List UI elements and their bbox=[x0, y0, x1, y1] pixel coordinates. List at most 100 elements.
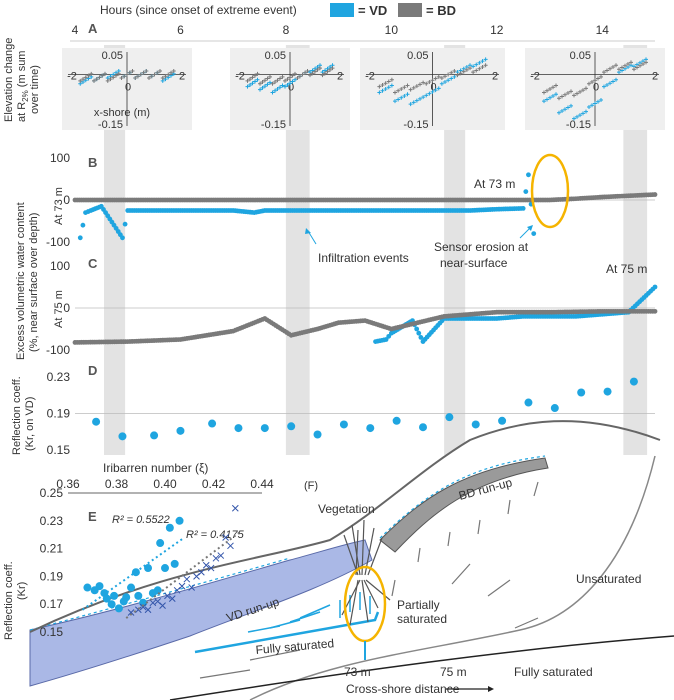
vd-inset-point bbox=[393, 99, 397, 104]
bd-point bbox=[652, 192, 658, 197]
panel-b-infiltration-label: Infiltration events bbox=[318, 251, 409, 265]
panel-d-letter: D bbox=[88, 363, 97, 378]
kr-point bbox=[392, 416, 401, 425]
bd-inset-point bbox=[310, 71, 315, 76]
vd-inset-point bbox=[551, 93, 555, 98]
bd-inset-point bbox=[255, 71, 260, 76]
y-tick-label: -100 bbox=[46, 343, 70, 357]
bd-point bbox=[168, 595, 176, 602]
bd-inset-point bbox=[575, 91, 579, 96]
vd-inset-point bbox=[614, 77, 618, 82]
vd-point bbox=[83, 583, 92, 592]
vd-inset-point bbox=[283, 84, 287, 89]
vd-point bbox=[383, 337, 389, 342]
bd-inset-point bbox=[557, 96, 561, 101]
hours-axis-title: Hours (since onset of extreme event) bbox=[100, 3, 297, 17]
bd-inset-point bbox=[258, 81, 262, 86]
event-band bbox=[285, 45, 310, 455]
bd-inset-point bbox=[632, 67, 636, 72]
panel-e-ytick: 0.17 bbox=[40, 597, 64, 611]
bd-inset-point bbox=[446, 72, 451, 77]
panel-a-insets: 0.05 -0.15 -2 0 2 0.05 -0.15 -2 0 2 0.05 -0.15 -2 0 2 0… bbox=[62, 48, 665, 131]
panel-e-ytick: 0.23 bbox=[40, 514, 64, 528]
bd-inset-point bbox=[155, 70, 160, 75]
kr-point bbox=[419, 423, 427, 432]
vd-inset-point bbox=[480, 59, 485, 64]
hour-tick-label: 6 bbox=[177, 23, 184, 37]
vd-inset-point bbox=[265, 82, 270, 87]
cross-shore-distance-label: Cross-shore distance bbox=[346, 682, 460, 696]
panel-b-plot: 100 0 -100 bbox=[46, 151, 658, 249]
bd-inset-point bbox=[248, 77, 252, 82]
inset-xtick-zero: 0 bbox=[430, 82, 436, 94]
vd-inset-point bbox=[599, 98, 603, 103]
event-bands bbox=[104, 45, 648, 455]
panel-e-ytick: 0.21 bbox=[40, 542, 64, 556]
inset-ytick-top: 0.05 bbox=[570, 50, 591, 62]
bd-inset-point bbox=[330, 66, 335, 71]
vd-point bbox=[77, 235, 83, 241]
bd-inset-point bbox=[377, 84, 382, 89]
bd-inset-point bbox=[89, 71, 94, 76]
bd-inset-point bbox=[599, 74, 603, 79]
kr-point bbox=[471, 420, 480, 429]
hour-tick-label: 10 bbox=[385, 23, 399, 37]
inset-xtick-min: -2 bbox=[365, 71, 375, 83]
inset-xtick-zero: 0 bbox=[125, 82, 131, 94]
bd-inset-point bbox=[288, 75, 292, 80]
vd-point bbox=[526, 172, 531, 178]
panel-bc-ylabel: Excess volumetric water content (%, near… bbox=[15, 202, 40, 360]
kr-point bbox=[92, 417, 101, 426]
vd-point bbox=[416, 330, 422, 336]
distance-75m-label: 75 m bbox=[440, 665, 467, 679]
vd-inset-point bbox=[430, 89, 435, 94]
bd-inset-point bbox=[638, 63, 642, 68]
panel-f-letter: (F) bbox=[304, 480, 318, 492]
bd-runup-wedge bbox=[379, 457, 549, 553]
bd-inset-point bbox=[578, 89, 582, 94]
vd-point bbox=[80, 222, 86, 228]
vd-point bbox=[122, 593, 131, 602]
vd-inset-point bbox=[290, 79, 295, 84]
bd-inset-point bbox=[380, 82, 385, 87]
panel-b-erosion-label-2: near-surface bbox=[440, 256, 508, 270]
vd-point bbox=[144, 564, 153, 573]
vd-point bbox=[386, 333, 392, 339]
bd-inset-point bbox=[593, 78, 597, 83]
bd-inset-point bbox=[260, 80, 265, 85]
vd-inset-point bbox=[548, 95, 552, 100]
bd-inset-point bbox=[393, 90, 397, 95]
bd-point bbox=[144, 606, 152, 614]
kr-point bbox=[445, 413, 454, 422]
bd-inset-point bbox=[430, 78, 435, 83]
bd-inset-point bbox=[285, 77, 290, 82]
bd-inset-point bbox=[263, 78, 267, 83]
kr-point bbox=[577, 388, 586, 397]
vd-inset-point bbox=[449, 76, 454, 81]
vd-inset-point bbox=[593, 101, 597, 106]
vd-point bbox=[95, 582, 104, 591]
bd-inset-point bbox=[147, 75, 151, 80]
vd-inset-point bbox=[414, 98, 419, 103]
bd-inset-point bbox=[581, 88, 585, 93]
kr-point bbox=[176, 426, 185, 435]
vd-inset-point bbox=[569, 103, 573, 108]
bd-point bbox=[149, 599, 157, 607]
bd-inset-point bbox=[130, 69, 135, 74]
y-tick-label: 100 bbox=[50, 151, 70, 165]
bd-inset-point bbox=[563, 92, 567, 97]
bd-inset-point bbox=[584, 86, 588, 91]
vd-inset-point bbox=[575, 114, 579, 119]
bd-inset-point bbox=[138, 72, 143, 77]
vd-inset-point bbox=[408, 102, 413, 107]
panel-b-letter: B bbox=[88, 155, 97, 170]
bd-inset-point bbox=[551, 85, 555, 90]
bd-inset-point bbox=[421, 80, 426, 85]
panel-e-ytick: 0.15 bbox=[40, 625, 64, 639]
bd-inset-point bbox=[293, 71, 297, 76]
inset-xtick-zero: 0 bbox=[593, 82, 599, 94]
panel-e-ytick: 0.25 bbox=[40, 486, 64, 500]
vd-inset-point bbox=[270, 90, 275, 95]
bd-inset-point bbox=[268, 74, 272, 79]
bd-inset-point bbox=[548, 87, 552, 91]
